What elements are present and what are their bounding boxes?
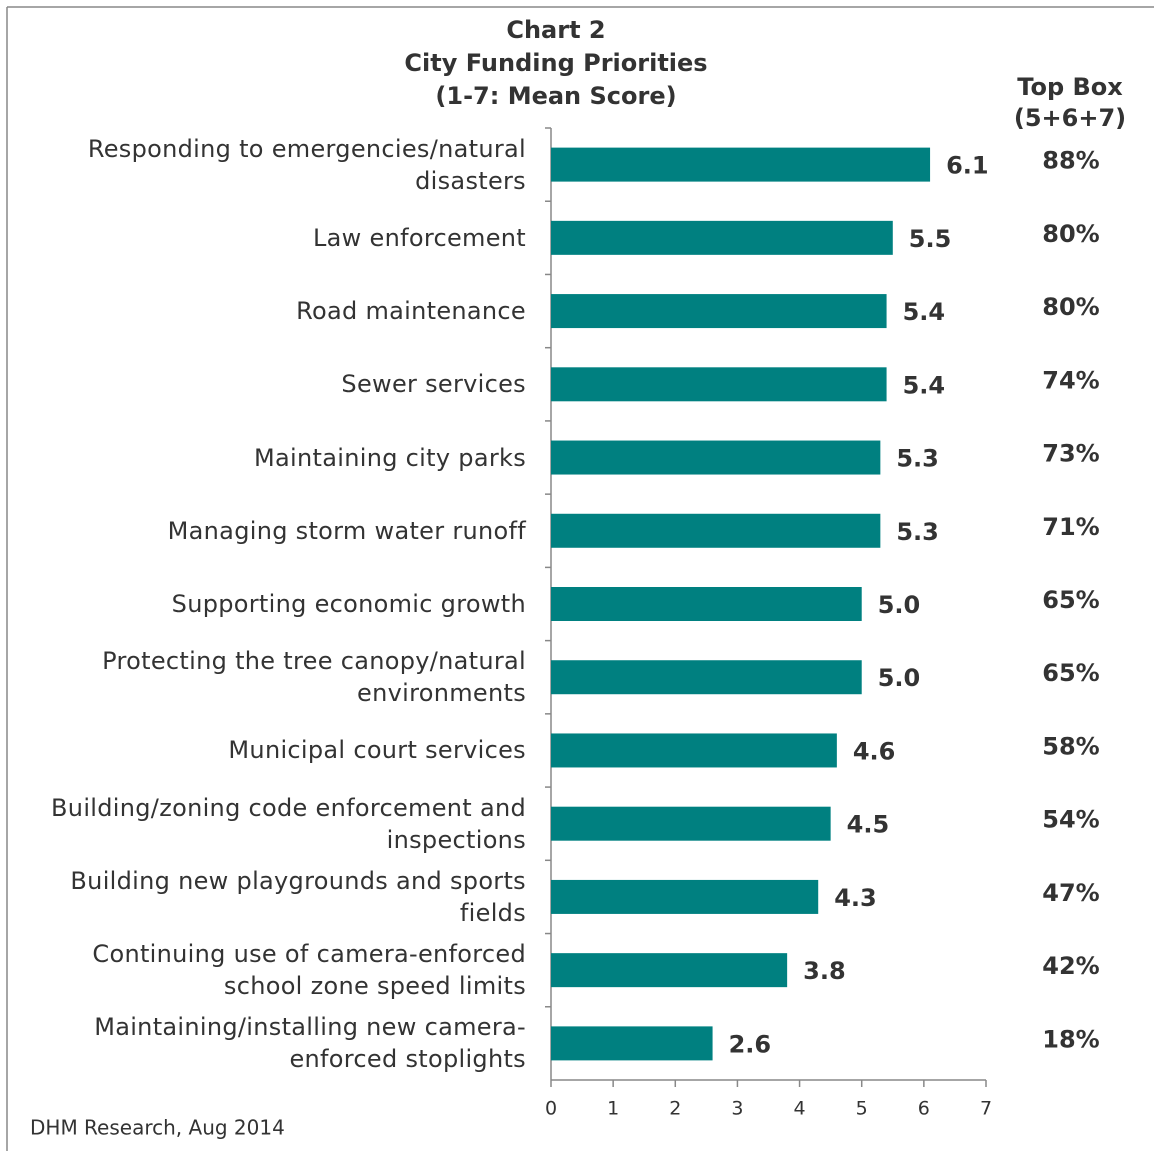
- top-box-value: 65%: [1042, 586, 1099, 614]
- bar: [551, 513, 881, 548]
- bar: [551, 733, 837, 768]
- category-label: Maintaining/installing new camera-enforc…: [94, 1013, 526, 1074]
- category-label: Road maintenance: [296, 297, 526, 326]
- x-tick-label: 1: [607, 1098, 619, 1120]
- value-label: 5.0: [878, 591, 921, 619]
- top-box-value: 18%: [1042, 1025, 1099, 1053]
- category-label: Supporting economic growth: [171, 590, 526, 618]
- x-tick-label: 5: [856, 1098, 868, 1120]
- source: DHM Research, Aug 2014: [30, 1116, 285, 1140]
- bar: [551, 294, 887, 329]
- category-label: Continuing use of camera-enforced school…: [92, 940, 526, 1001]
- top-box-value: 80%: [1042, 293, 1099, 321]
- category-label: Building/zoning code enforcement and ins…: [51, 793, 526, 854]
- value-label: 5.4: [903, 298, 946, 326]
- top-box-value: 65%: [1042, 659, 1099, 687]
- category-label: Sewer services: [341, 370, 526, 399]
- bar: [551, 1026, 713, 1061]
- category-label: Law enforcement: [312, 223, 526, 252]
- bar: [551, 147, 931, 182]
- value-label: 2.6: [729, 1030, 772, 1058]
- x-tick-label: 0: [545, 1098, 557, 1120]
- top-box-value: 71%: [1042, 513, 1099, 541]
- bar: [551, 953, 788, 988]
- top-box-value: 54%: [1042, 806, 1099, 834]
- x-tick-label: 3: [731, 1098, 743, 1120]
- chart-title: Chart 2: [506, 16, 605, 44]
- top-box-value: 47%: [1042, 879, 1099, 907]
- category-label: Responding to emergencies/natural disast…: [87, 134, 526, 195]
- category-label: Maintaining city parks: [254, 443, 526, 472]
- value-label: 5.3: [896, 445, 939, 473]
- value-label: 5.0: [878, 664, 921, 692]
- x-tick-label: 7: [980, 1098, 992, 1120]
- x-tick-label: 4: [794, 1098, 806, 1120]
- category-label: Managing storm water runoff: [167, 516, 526, 545]
- value-label: 4.5: [847, 811, 890, 839]
- top-box-value: 74%: [1042, 366, 1099, 394]
- top-box-header: Top Box: [1017, 73, 1123, 101]
- bar: [551, 220, 893, 255]
- value-label: 5.4: [903, 371, 946, 399]
- category-label: Protecting the tree canopy/natural envir…: [102, 647, 526, 708]
- bar: [551, 587, 862, 621]
- top-box-value: 88%: [1042, 147, 1099, 175]
- x-tick-label: 6: [918, 1098, 930, 1120]
- bar: [551, 806, 831, 841]
- top-box-value: 58%: [1042, 732, 1099, 760]
- value-label: 4.6: [853, 737, 896, 765]
- bar: [551, 660, 862, 695]
- top-box-value: 42%: [1042, 952, 1099, 980]
- bar: [551, 879, 819, 914]
- value-label: 4.3: [834, 884, 877, 912]
- x-tick-label: 2: [669, 1098, 681, 1120]
- top-box-value: 80%: [1042, 220, 1099, 248]
- category-label: Municipal court services: [228, 736, 526, 765]
- bar: [551, 367, 887, 402]
- value-label: 6.1: [946, 152, 989, 180]
- chart-title: City Funding Priorities: [404, 49, 707, 77]
- category-label: Building new playgrounds and sports fiel…: [70, 866, 526, 927]
- value-label: 5.3: [896, 518, 939, 546]
- bar: [551, 440, 881, 475]
- chart-title: (1-7: Mean Score): [435, 82, 676, 110]
- value-label: 5.5: [909, 225, 952, 253]
- top-box-value: 73%: [1042, 440, 1099, 468]
- top-box-header: (5+6+7): [1014, 104, 1126, 132]
- value-label: 3.8: [803, 957, 846, 985]
